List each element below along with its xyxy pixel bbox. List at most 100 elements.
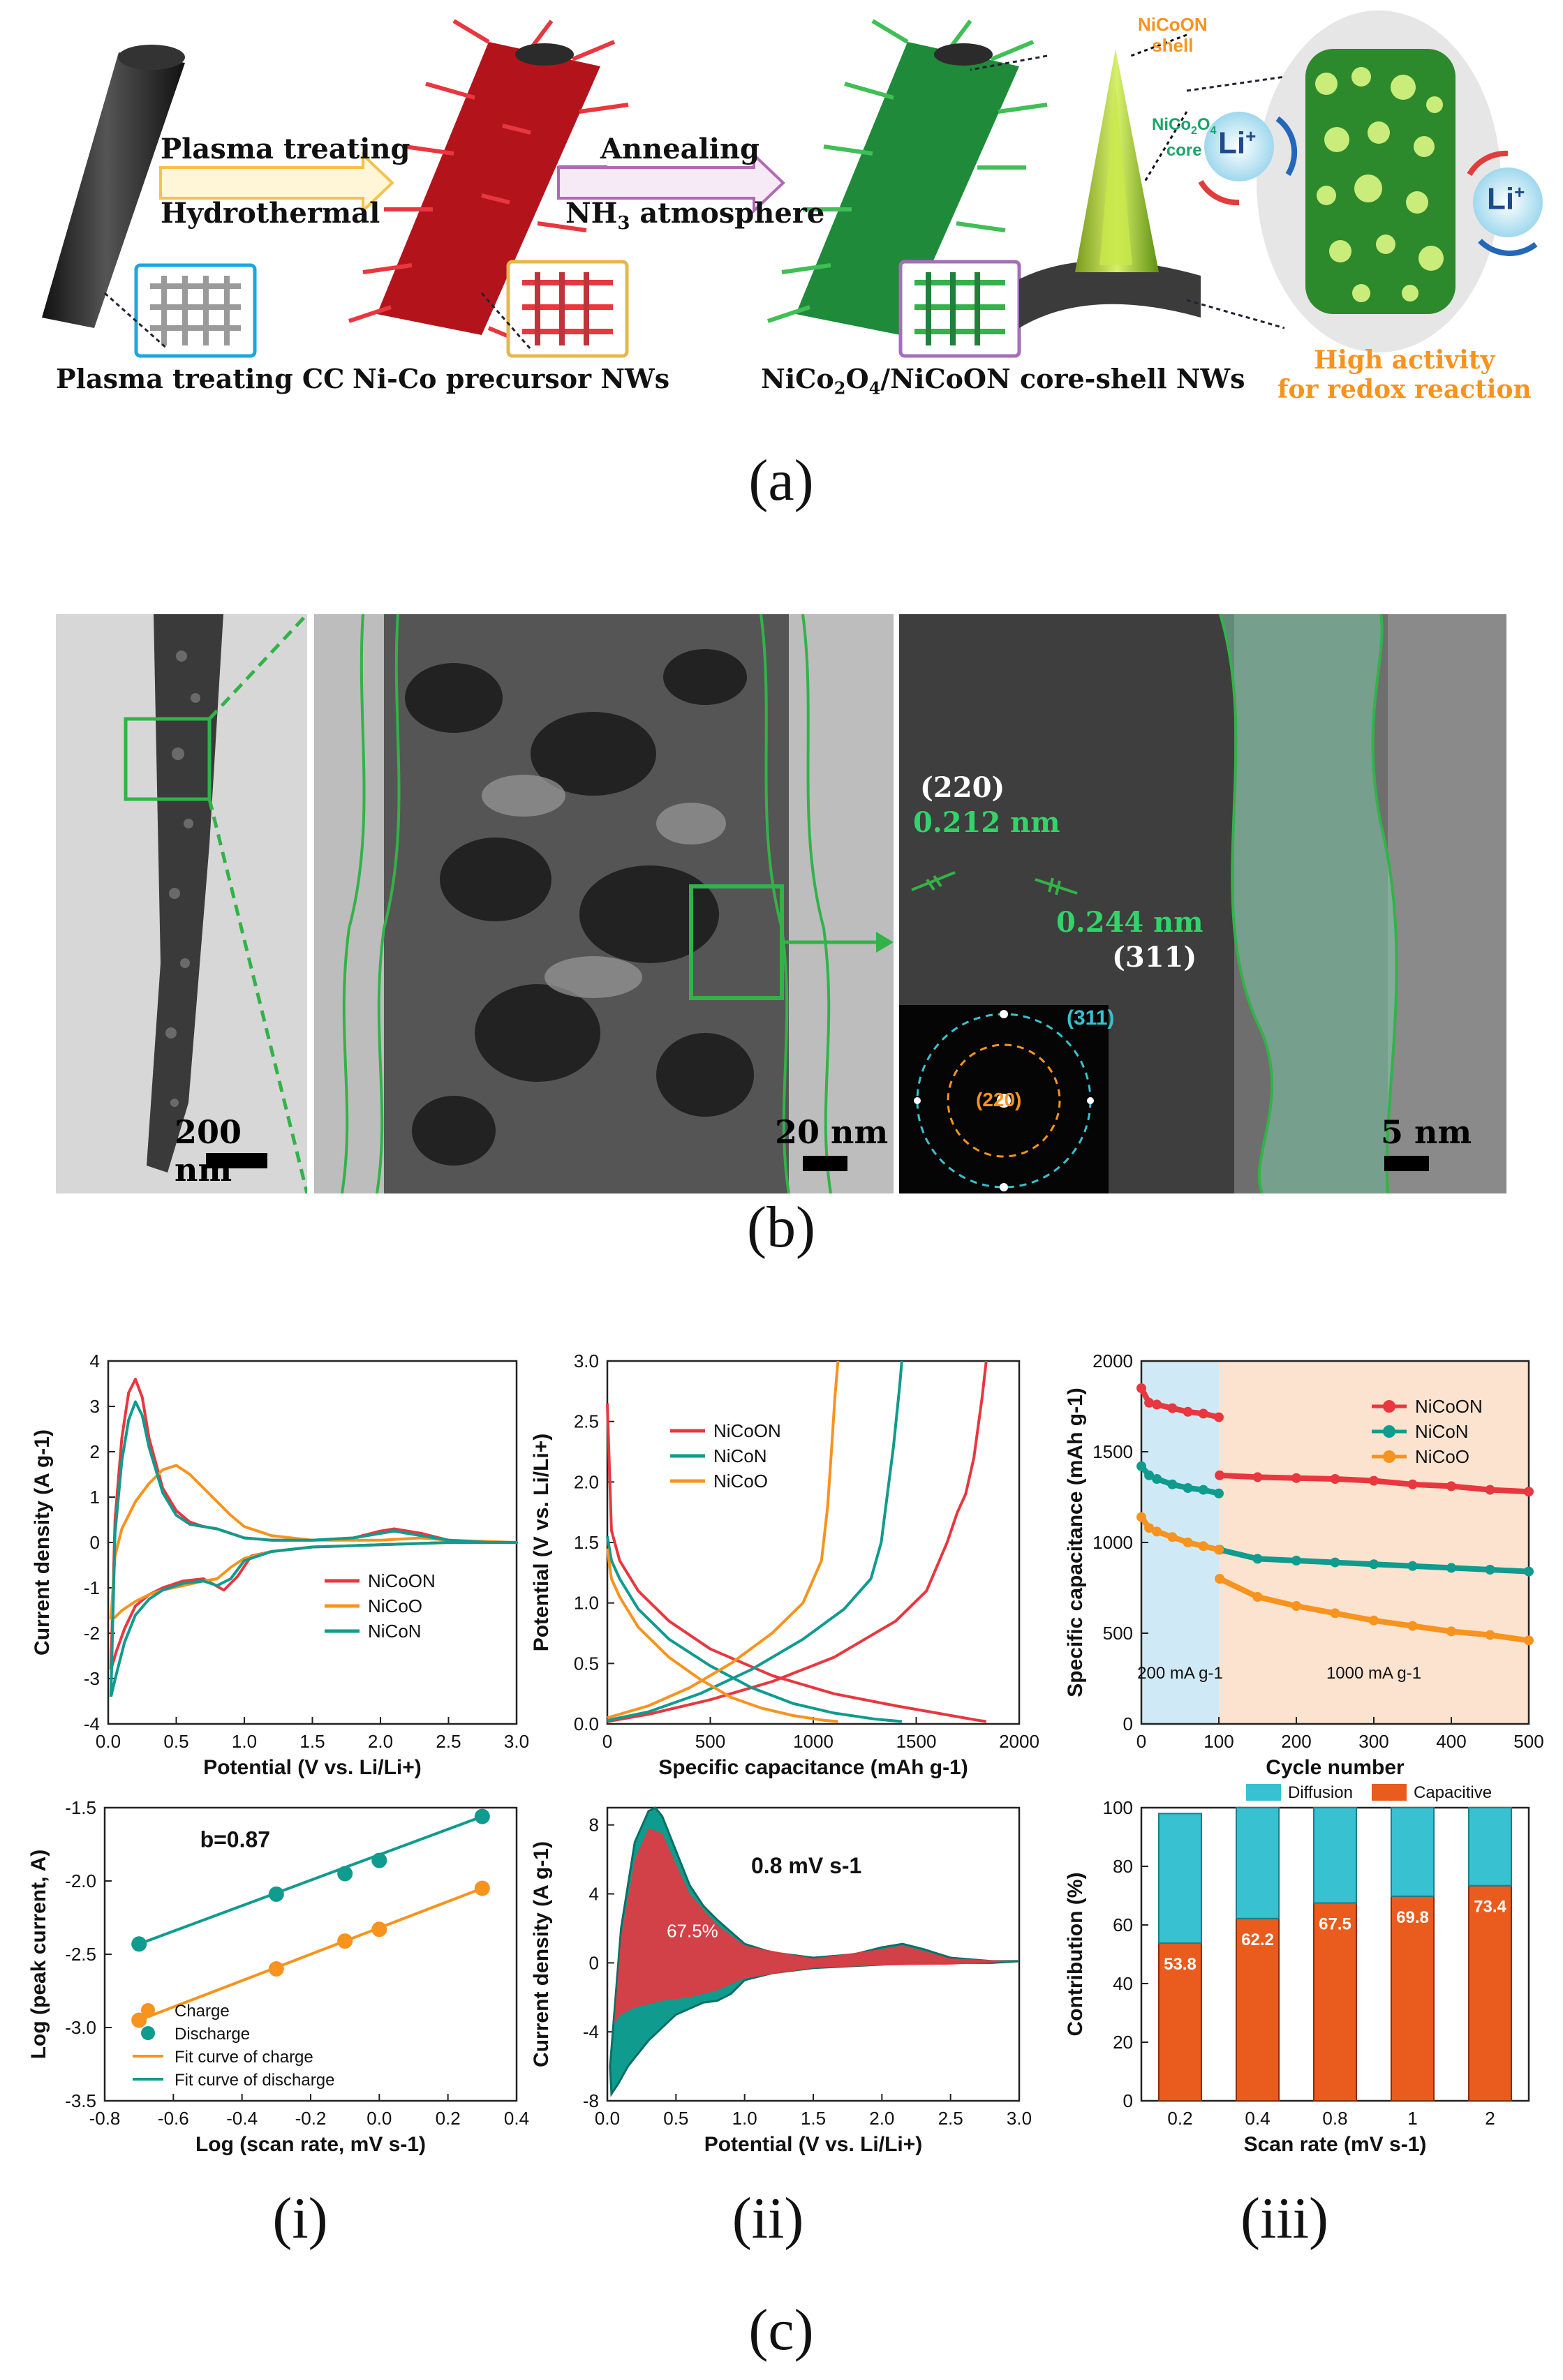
legend-label: Capacitive <box>1414 1783 1492 1802</box>
bar-diffusion <box>1467 1807 1513 1887</box>
panel-b: 200 nm 20 nm <box>0 614 1563 1319</box>
b-point-Charge <box>268 1961 284 1977</box>
b-point-Charge <box>371 1921 387 1938</box>
mesh-inset-precursor <box>480 260 629 358</box>
y-tick-label: -4 <box>583 2021 599 2042</box>
x-axis-label: Scan rate (mV s-1) <box>1244 2133 1427 2156</box>
bar-capacitive <box>1390 1895 1435 2102</box>
y-tick-label: 0 <box>589 1952 599 1973</box>
core-shell-nanowire-rod <box>767 19 1048 348</box>
cycling-point <box>1215 1470 1225 1480</box>
caption-c-iii: (iii) <box>1240 2186 1328 2251</box>
x-tick-label: 0.2 <box>436 2108 461 2129</box>
b-value-annotation: b=0.87 <box>200 1827 271 1852</box>
caption-c-i: (i) <box>272 2186 328 2251</box>
redox-activity-bubble <box>1186 10 1501 352</box>
bar-capacitive <box>1467 1884 1513 2102</box>
label-plasma-cc: Plasma treating CC <box>56 363 345 394</box>
region-1 <box>1219 1361 1529 1724</box>
x-tick-label: 0.0 <box>96 1731 121 1752</box>
y-tick-label: 1.0 <box>574 1593 599 1614</box>
cycling-point <box>1252 1472 1263 1482</box>
legend-label: Discharge <box>175 2025 250 2044</box>
cycling-point <box>1369 1559 1379 1570</box>
cycling-point <box>1291 1556 1301 1565</box>
x-tick-label: 0.2 <box>1167 2108 1192 2129</box>
x-tick-label: 500 <box>695 1731 725 1752</box>
y-tick-label: -2.5 <box>65 1944 96 1965</box>
capacitive-percent-label: 67.5% <box>667 1920 718 1941</box>
gcd-discharge-NiCoN <box>606 1535 903 1723</box>
saed-ring-311: (311) <box>1067 1006 1115 1029</box>
x-tick-label: 0.8 <box>1322 2108 1347 2129</box>
y-tick-label: 0.0 <box>574 1713 599 1734</box>
li-ion-left-label: Li+ <box>1218 126 1257 161</box>
y-tick-label: -1 <box>84 1577 100 1598</box>
cycling-point <box>1485 1565 1495 1575</box>
x-tick-label: 3.0 <box>1007 2108 1032 2129</box>
panel-a-schematic <box>42 10 1543 358</box>
gcd-discharge-NiCoON <box>606 1403 987 1723</box>
cycling-point <box>1136 1383 1146 1393</box>
tem-image-mid-mag: 20 nm <box>314 614 894 1193</box>
x-tick-label: 0 <box>602 1731 612 1752</box>
y-tick-label: 1000 <box>1092 1532 1133 1553</box>
y-tick-label: 4 <box>589 1884 599 1905</box>
cycling-point <box>1407 1561 1418 1571</box>
legend-label: Charge <box>175 2002 230 2021</box>
chart-cv: 0.0 0.5 1.0 1.5 2.0 2.5 3.0 -4 -3 -2 -1 0 1 2 3 4 Potent… <box>31 1351 529 1779</box>
x-tick-label: 500 <box>1513 1731 1543 1752</box>
x-tick-label: -0.6 <box>158 2108 189 2129</box>
y-tick-label: 0.5 <box>574 1653 599 1674</box>
arrow1-line2: Hydrothermal <box>161 197 380 230</box>
li-ion-right-label: Li+ <box>1487 181 1525 216</box>
x-tick-label: 1000 <box>793 1731 834 1752</box>
y-tick-label: 500 <box>1103 1623 1133 1644</box>
legend-label: Fit curve of charge <box>175 2048 313 2067</box>
x-tick-label: 1.0 <box>232 1731 257 1752</box>
chart-contribution: 0 20 40 60 80 100 53.8 0.2 62.2 0.4 67.5 0.8 69.8 1 73… <box>1064 1783 1530 2156</box>
mesh-inset-core-shell <box>898 260 1021 358</box>
legend-label: Fit curve of discharge <box>175 2071 334 2090</box>
legend-marker <box>1383 1450 1395 1463</box>
scale-bar-5nm: 5 nm <box>1381 1113 1472 1151</box>
y-tick-label: 40 <box>1113 1973 1133 1994</box>
cycling-point <box>1183 1538 1193 1547</box>
x-tick-label: 2.0 <box>368 1731 393 1752</box>
cycling-point <box>1215 1574 1225 1584</box>
cycling-point <box>1136 1461 1146 1471</box>
x-tick-label: 2000 <box>999 1731 1039 1752</box>
x-tick-label: 2.5 <box>938 2108 963 2129</box>
bar-value-label: 67.5 <box>1319 1915 1351 1934</box>
cycling-point <box>1446 1626 1456 1637</box>
arrow-hydrothermal <box>159 151 394 214</box>
x-tick-label: 300 <box>1358 1731 1388 1752</box>
cycling-point <box>1330 1474 1340 1484</box>
legend-swatch-capacitive <box>1372 1784 1407 1801</box>
legend-label: NiCoO <box>1415 1446 1469 1467</box>
legend-label: NiCoN <box>368 1621 422 1642</box>
core-shell-cone <box>970 34 1201 328</box>
chart-cv_contribution: 0.0 0.5 1.0 1.5 2.0 2.5 3.0 -8 -4 0 4 8 Potential (V… <box>530 1806 1032 2156</box>
shell-label: NiCoON shell <box>1138 14 1208 56</box>
y-axis-label: Potential (V vs. Li/Li+) <box>530 1434 553 1652</box>
y-tick-label: 2000 <box>1092 1351 1133 1371</box>
cycling-point <box>1524 1566 1534 1577</box>
y-tick-label: -1.5 <box>65 1797 96 1818</box>
legend-marker <box>141 2026 155 2040</box>
bar-capacitive <box>1312 1902 1358 2102</box>
bar-value-label: 62.2 <box>1241 1931 1274 1949</box>
legend-marker <box>1383 1425 1395 1438</box>
region-label-200: 200 mA g-1 <box>1137 1664 1223 1683</box>
y-tick-label: 100 <box>1103 1797 1133 1818</box>
y-tick-label: -2 <box>84 1623 100 1644</box>
y-axis-label: Contribution (%) <box>1064 1873 1087 2037</box>
cycling-point <box>1183 1406 1193 1417</box>
chart-gcd: 0 500 1000 1500 2000 0.0 0.5 1.0 1.5 2.0 2.5 3.0 Spe… <box>530 1351 1039 1779</box>
y-tick-label: 2.0 <box>574 1471 599 1492</box>
saed-ring-220: (220) <box>976 1089 1022 1110</box>
bar-diffusion <box>1157 1813 1203 1944</box>
cv-series-NiCoON <box>109 1378 518 1670</box>
bar-value-label: 69.8 <box>1396 1908 1429 1927</box>
x-tick-label: 0.0 <box>366 2108 392 2129</box>
